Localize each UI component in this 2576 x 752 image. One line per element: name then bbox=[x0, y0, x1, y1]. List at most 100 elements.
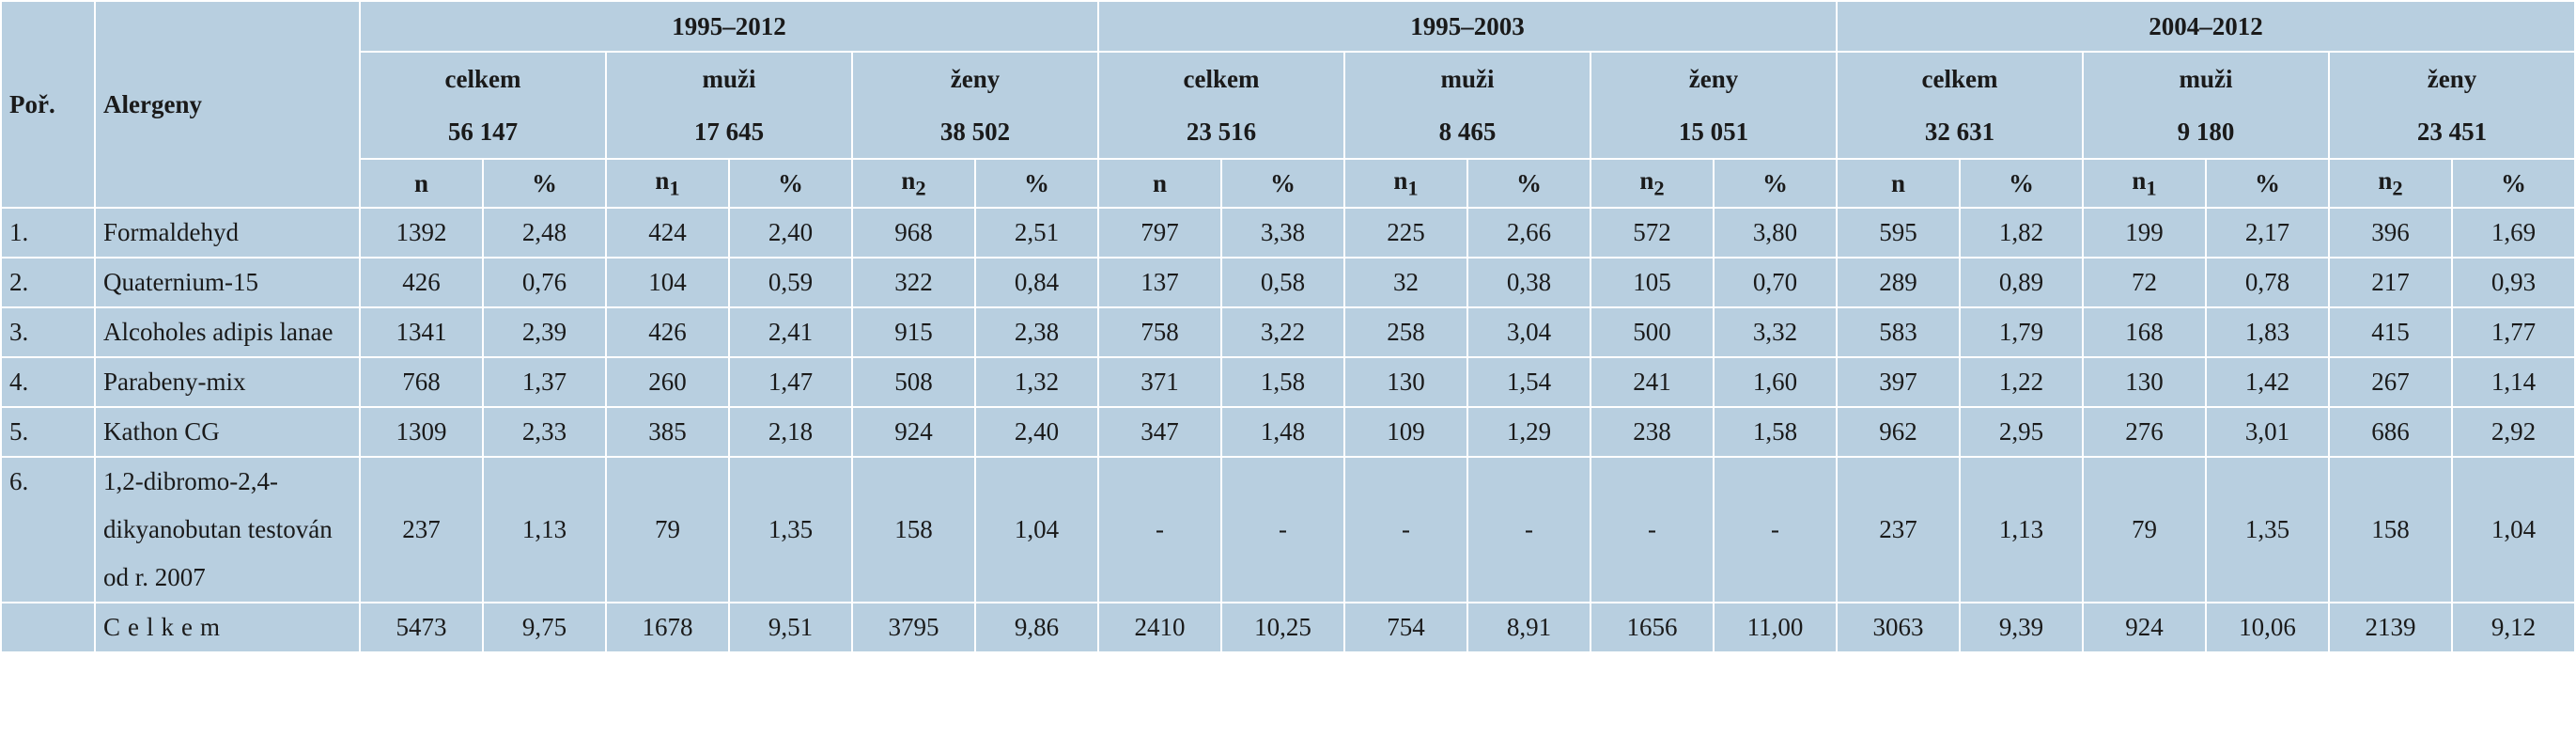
allergen-name: Quaternium-15 bbox=[94, 257, 361, 308]
data-cell: 1,77 bbox=[2451, 306, 2576, 358]
row-number: 2. bbox=[0, 257, 96, 308]
column-label: % bbox=[1270, 168, 1296, 197]
group-header: muži 17 645 bbox=[605, 51, 853, 160]
column-label: n bbox=[901, 165, 916, 195]
group-total: 38 502 bbox=[939, 118, 1011, 146]
data-cell: 1656 bbox=[1590, 602, 1715, 653]
column-label: n bbox=[413, 168, 429, 197]
data-cell: 2,41 bbox=[728, 306, 853, 358]
data-cell: 10,25 bbox=[1220, 602, 1345, 653]
column-header: % bbox=[1713, 158, 1838, 209]
data-cell: 1,13 bbox=[482, 456, 607, 603]
group-label: celkem bbox=[1183, 65, 1260, 93]
data-cell: 1,32 bbox=[974, 356, 1099, 408]
group-header: ženy 23 451 bbox=[2328, 51, 2576, 160]
data-cell: - bbox=[1097, 456, 1222, 603]
data-cell: 3,04 bbox=[1466, 306, 1591, 358]
column-label: % bbox=[778, 168, 803, 197]
data-cell: 289 bbox=[1836, 257, 1961, 308]
data-row: 2. Quaternium-15 426 0,76 104 0,59 322 0,84 137 0… bbox=[0, 257, 2576, 308]
data-cell: 3,32 bbox=[1713, 306, 1838, 358]
header-cell: Poř. bbox=[0, 0, 96, 209]
data-cell: - bbox=[1590, 456, 1715, 603]
row-number: 5. bbox=[0, 406, 96, 458]
data-cell: - bbox=[1466, 456, 1591, 603]
data-cell: 415 bbox=[2328, 306, 2453, 358]
column-header: n bbox=[1097, 158, 1222, 209]
data-cell: 9,86 bbox=[974, 602, 1099, 653]
data-cell: 572 bbox=[1590, 207, 1715, 258]
group-total: 17 645 bbox=[693, 118, 765, 146]
data-cell: 104 bbox=[605, 257, 730, 308]
data-cell: 260 bbox=[605, 356, 730, 408]
column-header: n1 bbox=[605, 158, 730, 209]
data-cell: 2,51 bbox=[974, 207, 1099, 258]
column-subscript: 2 bbox=[1653, 176, 1665, 200]
data-cell: 2,18 bbox=[728, 406, 853, 458]
data-cell: 79 bbox=[2082, 456, 2207, 603]
data-cell: 8,91 bbox=[1466, 602, 1591, 653]
group-total: 23 451 bbox=[2416, 118, 2488, 146]
data-row: 1. Formaldehyd 1392 2,48 424 2,40 968 2,51 797 3,… bbox=[0, 207, 2576, 258]
data-row: 5. Kathon CG 1309 2,33 385 2,18 924 2,40 347 1,48… bbox=[0, 406, 2576, 458]
data-cell: 3,01 bbox=[2205, 406, 2330, 458]
data-cell: 2410 bbox=[1097, 602, 1222, 653]
data-row: 6. 1,2-dibromo-2,4-dikyanobutan testován … bbox=[0, 456, 2576, 603]
data-cell: 2,66 bbox=[1466, 207, 1591, 258]
data-cell: 1,35 bbox=[2205, 456, 2330, 603]
data-cell: 2,33 bbox=[482, 406, 607, 458]
data-cell: 322 bbox=[851, 257, 976, 308]
column-header: % bbox=[974, 158, 1099, 209]
column-header: n2 bbox=[851, 158, 976, 209]
column-label: % bbox=[1516, 168, 1542, 197]
data-cell: 1,22 bbox=[1959, 356, 2084, 408]
header-cell: Alergeny bbox=[94, 0, 361, 209]
data-cell: 1,14 bbox=[2451, 356, 2576, 408]
data-cell: 426 bbox=[605, 306, 730, 358]
row-number: 6. bbox=[0, 456, 96, 603]
column-subscript: 1 bbox=[669, 176, 680, 200]
data-cell: 2,92 bbox=[2451, 406, 2576, 458]
data-cell: 105 bbox=[1590, 257, 1715, 308]
period-header: 1995–2012 bbox=[359, 0, 1099, 53]
data-cell: 2,40 bbox=[974, 406, 1099, 458]
data-cell: 686 bbox=[2328, 406, 2453, 458]
data-cell: 1,58 bbox=[1220, 356, 1345, 408]
group-total: 23 516 bbox=[1186, 118, 1257, 146]
group-total: 56 147 bbox=[447, 118, 519, 146]
data-cell: 1,37 bbox=[482, 356, 607, 408]
data-cell: 5473 bbox=[359, 602, 484, 653]
data-cell: 1,42 bbox=[2205, 356, 2330, 408]
allergen-table: Poř. Alergeny 1995–2012 1995–2003 2004–2012 c… bbox=[0, 0, 2576, 653]
data-cell: 3,22 bbox=[1220, 306, 1345, 358]
data-cell: 347 bbox=[1097, 406, 1222, 458]
data-cell: 0,93 bbox=[2451, 257, 2576, 308]
data-cell: 500 bbox=[1590, 306, 1715, 358]
data-cell: - bbox=[1220, 456, 1345, 603]
data-cell: 962 bbox=[1836, 406, 1961, 458]
data-cell: 130 bbox=[2082, 356, 2207, 408]
data-cell: 2139 bbox=[2328, 602, 2453, 653]
data-cell: 1,69 bbox=[2451, 207, 2576, 258]
data-cell: 2,39 bbox=[482, 306, 607, 358]
group-label: muži bbox=[2179, 65, 2233, 93]
data-cell: 508 bbox=[851, 356, 976, 408]
data-cell: 1,47 bbox=[728, 356, 853, 408]
data-cell: - bbox=[1343, 456, 1468, 603]
group-total: 9 180 bbox=[2177, 118, 2235, 146]
column-label: n bbox=[1393, 165, 1408, 195]
allergen-name: Alcoholes adipis lanae bbox=[94, 306, 361, 358]
data-cell: 2,38 bbox=[974, 306, 1099, 358]
group-header: ženy 15 051 bbox=[1590, 51, 1838, 160]
column-subscript: 2 bbox=[2392, 176, 2403, 200]
column-header: n1 bbox=[2082, 158, 2207, 209]
data-cell: 1,79 bbox=[1959, 306, 2084, 358]
group-header: muži 9 180 bbox=[2082, 51, 2330, 160]
group-total: 8 465 bbox=[1438, 118, 1497, 146]
header-row: Poř. Alergeny 1995–2012 1995–2003 2004–2012 bbox=[0, 0, 2576, 209]
data-cell: 276 bbox=[2082, 406, 2207, 458]
data-cell: 371 bbox=[1097, 356, 1222, 408]
group-label: muži bbox=[1440, 65, 1495, 93]
data-cell: 258 bbox=[1343, 306, 1468, 358]
